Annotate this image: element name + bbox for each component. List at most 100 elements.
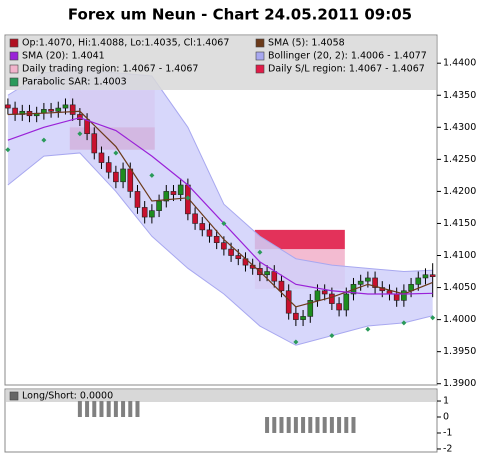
candle-body bbox=[213, 235, 220, 243]
y-tick-label: -1 bbox=[443, 427, 452, 438]
legend-label: Parabolic SAR: 1.4003 bbox=[22, 77, 127, 88]
candle-body bbox=[199, 223, 206, 231]
candle-body bbox=[365, 277, 371, 282]
bar bbox=[308, 417, 313, 433]
bollinger-lower bbox=[7, 152, 433, 346]
candle-body bbox=[98, 152, 105, 163]
legend-swatch bbox=[9, 38, 19, 48]
y-tick-label: 1.3950 bbox=[443, 346, 476, 357]
bar bbox=[265, 417, 270, 433]
candle-body bbox=[271, 271, 278, 282]
candle-body bbox=[69, 104, 76, 115]
bar bbox=[85, 401, 90, 418]
candle-body bbox=[12, 107, 18, 115]
candle-body bbox=[84, 119, 90, 135]
candle-body bbox=[77, 114, 83, 120]
candle-body bbox=[120, 168, 126, 183]
candle-body bbox=[170, 191, 177, 195]
candle-body bbox=[177, 184, 184, 195]
legend-swatch bbox=[255, 51, 265, 61]
bar bbox=[77, 401, 82, 418]
sar-dot bbox=[430, 315, 436, 321]
candle-body bbox=[5, 104, 11, 109]
bar bbox=[351, 417, 356, 433]
candle-body bbox=[278, 280, 285, 292]
candle-body bbox=[264, 271, 270, 276]
candle-body bbox=[357, 280, 364, 285]
legend-swatch bbox=[9, 64, 19, 74]
y-tick-label: 1.4000 bbox=[443, 314, 476, 325]
sar-dot bbox=[77, 131, 83, 137]
bar bbox=[279, 417, 284, 433]
candle-body bbox=[48, 109, 54, 112]
legend-box bbox=[6, 36, 436, 90]
candle-body bbox=[62, 104, 69, 109]
legend-label: Daily trading region: 1.4067 - 1.4067 bbox=[22, 64, 198, 75]
candle-body bbox=[134, 191, 141, 208]
candle-body bbox=[163, 191, 170, 202]
sar-dot bbox=[365, 326, 371, 332]
bar bbox=[315, 417, 320, 433]
bar bbox=[135, 401, 140, 418]
sar-dot bbox=[221, 220, 227, 226]
y-tick-label: 1 bbox=[443, 396, 449, 407]
candle-body bbox=[300, 316, 306, 320]
candle-body bbox=[228, 248, 234, 256]
y-tick-label: 1.4300 bbox=[443, 122, 476, 133]
candle-body bbox=[149, 210, 155, 218]
candle-body bbox=[293, 312, 299, 320]
bar bbox=[286, 417, 291, 433]
candle-body bbox=[127, 168, 134, 192]
y-tick-label: 1.4400 bbox=[443, 58, 476, 69]
candle-body bbox=[55, 107, 62, 112]
legend-label: SMA (5): 1.4058 bbox=[268, 38, 345, 49]
candle-body bbox=[156, 200, 162, 211]
bollinger-band bbox=[7, 69, 433, 346]
sar-dot bbox=[113, 150, 119, 156]
y-tick-label: 1.4050 bbox=[443, 282, 476, 293]
bar bbox=[106, 401, 111, 418]
sar-dot bbox=[401, 320, 407, 326]
candle-body bbox=[415, 277, 422, 285]
bar bbox=[293, 417, 298, 433]
candle-body bbox=[422, 274, 429, 279]
candle-body bbox=[329, 293, 335, 304]
candle-body bbox=[393, 293, 400, 301]
y-tick-label: 1.4100 bbox=[443, 250, 476, 261]
sar-dot bbox=[185, 195, 191, 201]
bar bbox=[329, 417, 334, 433]
bar bbox=[121, 401, 126, 418]
y-tick-label: 1.3900 bbox=[443, 378, 476, 389]
candle-body bbox=[336, 303, 342, 311]
candle-body bbox=[221, 242, 227, 250]
candle-body bbox=[235, 255, 242, 260]
candle-body bbox=[343, 293, 350, 311]
legend-swatch bbox=[9, 77, 19, 87]
y-tick-label: 1.4200 bbox=[443, 186, 476, 197]
legend-label: SMA (20): 1.4041 bbox=[22, 51, 105, 62]
legend-label: Daily S/L region: 1.4067 - 1.4067 bbox=[268, 64, 425, 75]
sar-dot bbox=[293, 339, 299, 345]
sar-dot bbox=[257, 249, 263, 255]
bar bbox=[344, 417, 349, 433]
y-tick-label: 0 bbox=[443, 412, 449, 423]
legend-swatch bbox=[255, 38, 265, 48]
candle-body bbox=[113, 171, 119, 183]
y-tick-label: 1.4150 bbox=[443, 218, 476, 229]
sar-dot bbox=[149, 172, 155, 178]
candle-body bbox=[91, 133, 98, 154]
bar bbox=[272, 417, 277, 433]
region bbox=[254, 229, 345, 250]
sar-dot bbox=[5, 147, 11, 153]
legend-swatch bbox=[9, 391, 19, 401]
candle-body bbox=[307, 300, 314, 317]
y-tick-label: -2 bbox=[443, 443, 452, 454]
bar bbox=[337, 417, 342, 433]
candle-body bbox=[314, 290, 321, 301]
legend-label: Op:1.4070, Hi:1.4088, Lo:1.4035, Cl:1.40… bbox=[22, 38, 229, 49]
chart-title: Forex um Neun - Chart 24.05.2011 09:05 bbox=[68, 6, 412, 24]
bar bbox=[128, 401, 133, 418]
candle-body bbox=[429, 274, 436, 277]
legend-label: Long/Short: 0.0000 bbox=[22, 391, 113, 402]
